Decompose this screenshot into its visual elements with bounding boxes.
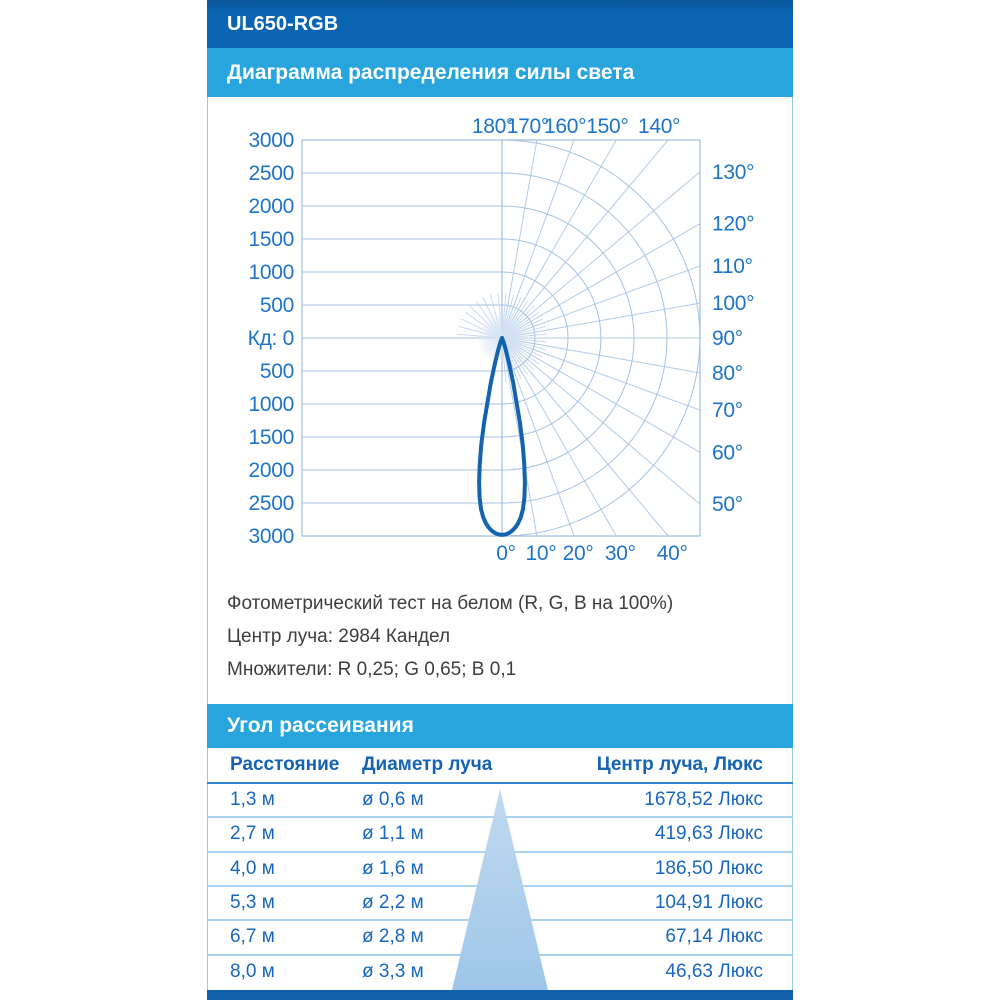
angle-label-right: 110° xyxy=(712,255,753,278)
radial-axis-label: 3000 xyxy=(248,525,294,548)
distance-cell: 2,7 м xyxy=(230,823,275,845)
beam-table-panel: Расстояние Диаметр луча Центр луча, Люкс… xyxy=(207,748,793,990)
lux-cell: 186,50 Люкс xyxy=(654,857,763,879)
diameter-cell: ø 1,1 м xyxy=(362,823,424,845)
distance-cell: 4,0 м xyxy=(230,857,275,879)
polar-intensity-chart: 3000 2500 2000 1500 1000 500 Кд: 0 500 1000 1500 2… xyxy=(248,115,755,565)
angle-label-top: 140° xyxy=(638,115,680,138)
radial-axis-label: 500 xyxy=(260,294,294,317)
angle-label-right: 120° xyxy=(712,213,754,236)
diameter-cell: ø 2,8 м xyxy=(362,926,424,948)
diagram-section-title: Диаграмма распределения силы света xyxy=(227,60,635,84)
table-row: 6,7 м ø 2,8 м 67,14 Люкс xyxy=(207,921,793,956)
radial-axis-label: 500 xyxy=(260,360,294,383)
radial-axis-label: 3000 xyxy=(248,129,294,152)
photometric-notes: Фотометрический тест на белом (R, G, B н… xyxy=(207,575,813,686)
radial-axis-label: 1500 xyxy=(248,426,294,449)
angle-label-top: 180° xyxy=(472,115,514,138)
radial-axis-label: 2500 xyxy=(248,162,294,185)
lux-cell: 67,14 Люкс xyxy=(665,926,763,948)
angle-label-right: 80° xyxy=(712,362,743,385)
product-title: UL650-RGB xyxy=(227,12,339,35)
diameter-cell: ø 3,3 м xyxy=(362,960,424,982)
distance-cell: 8,0 м xyxy=(230,960,275,982)
note-beam-center: Центр луча: 2984 Кандел xyxy=(227,626,451,647)
lux-cell: 104,91 Люкс xyxy=(654,892,763,914)
lux-cell: 1678,52 Люкс xyxy=(644,789,763,811)
angle-label-right: 70° xyxy=(712,399,743,422)
diameter-cell: ø 0,6 м xyxy=(362,789,424,811)
angle-label-right: 60° xyxy=(712,441,743,464)
radial-axis-label: 1500 xyxy=(248,228,294,251)
angle-label-top: 160° xyxy=(544,115,586,138)
note-multipliers: Множители: R 0,25; G 0,65; B 0,1 xyxy=(227,659,517,680)
radial-axis-label: 1000 xyxy=(248,261,294,284)
beam-angle-section-title: Угол рассеивания xyxy=(227,714,414,737)
angle-label-bottom: 10° xyxy=(525,542,556,565)
angle-rays xyxy=(501,139,701,537)
table-row: 8,0 м ø 3,3 м 46,63 Люкс xyxy=(207,956,793,988)
table-row: 1,3 м ø 0,6 м 1678,52 Люкс xyxy=(207,784,793,819)
chart-grid xyxy=(302,140,503,536)
diameter-cell: ø 2,2 м xyxy=(362,892,424,914)
angle-label-bottom: 20° xyxy=(563,542,594,565)
angle-label-right: 100° xyxy=(712,292,754,315)
angle-label-right: 130° xyxy=(712,161,754,184)
radial-axis-label: 2000 xyxy=(248,459,294,482)
angle-label-bottom: 40° xyxy=(657,542,688,565)
beam-angle-section-bar: Угол рассеивания xyxy=(207,704,793,748)
angle-label-right: 90° xyxy=(712,327,743,350)
angle-label-bottom: 30° xyxy=(605,542,636,565)
column-header-distance: Расстояние xyxy=(230,754,340,775)
radial-axis-label: 2000 xyxy=(248,195,294,218)
radial-axis-label: 1000 xyxy=(248,393,294,416)
angle-label-top: 170° xyxy=(507,115,549,138)
distance-cell: 5,3 м xyxy=(230,892,275,914)
distance-cell: 6,7 м xyxy=(230,926,275,948)
table-row: 5,3 м ø 2,2 м 104,91 Люкс xyxy=(207,887,793,922)
diameter-cell: ø 1,6 м xyxy=(362,857,424,879)
product-header-bar: UL650-RGB xyxy=(207,0,793,48)
lux-cell: 46,63 Люкс xyxy=(665,960,763,982)
diagram-section-bar: Диаграмма распределения силы света xyxy=(207,48,793,97)
column-header-diameter: Диаметр луча xyxy=(362,754,493,775)
chart-labels: 3000 2500 2000 1500 1000 500 Кд: 0 500 1000 1500 2… xyxy=(248,115,755,565)
angle-label-bottom: 0° xyxy=(496,542,515,565)
table-header-row: Расстояние Диаметр луча Центр луча, Люкс xyxy=(207,748,793,784)
bottom-bar xyxy=(207,990,793,1000)
radial-axis-label: 2500 xyxy=(248,492,294,515)
note-test-conditions: Фотометрический тест на белом (R, G, B н… xyxy=(227,593,674,614)
angle-label-top: 150° xyxy=(586,115,628,138)
chart-panel: 3000 2500 2000 1500 1000 500 Кд: 0 500 1000 1500 2… xyxy=(207,97,793,704)
table-body: 1,3 м ø 0,6 м 1678,52 Люкс 2,7 м ø 1,1 м 419,… xyxy=(207,784,793,988)
beam-lobe-curve xyxy=(477,336,527,537)
table-row: 2,7 м ø 1,1 м 419,63 Люкс xyxy=(207,818,793,853)
angle-label-right: 50° xyxy=(712,493,743,516)
radial-axis-label: Кд: 0 xyxy=(248,327,294,350)
distance-cell: 1,3 м xyxy=(230,789,275,811)
table-row: 4,0 м ø 1,6 м 186,50 Люкс xyxy=(207,853,793,887)
column-header-lux: Центр луча, Люкс xyxy=(596,754,763,775)
lux-cell: 419,63 Люкс xyxy=(654,823,763,845)
